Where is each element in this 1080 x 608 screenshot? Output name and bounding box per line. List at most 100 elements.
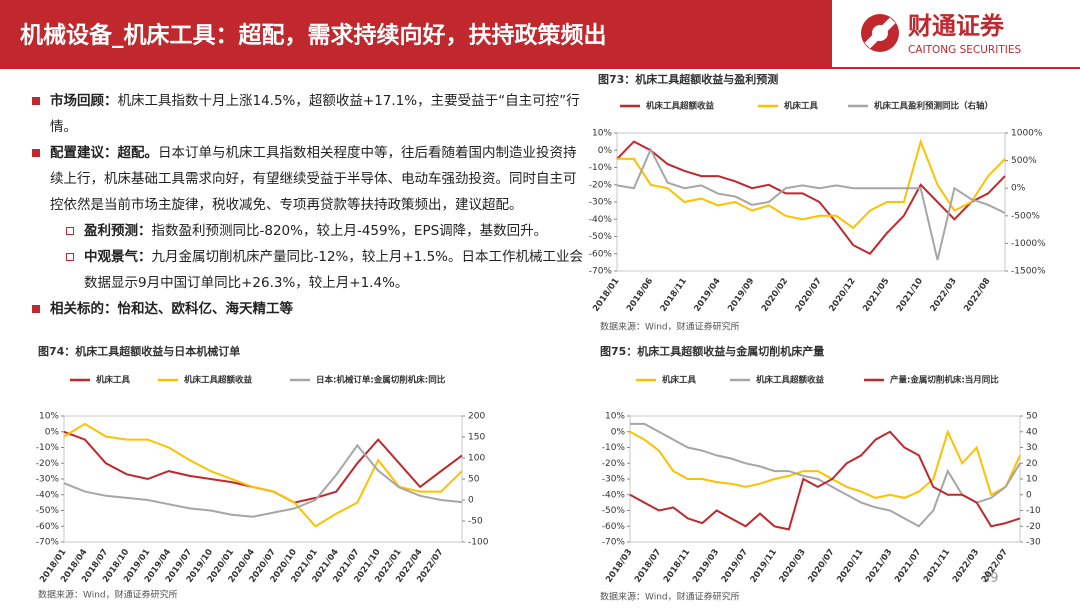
- chart-title: 图74：机床工具超额收益与日本机械订单: [38, 344, 240, 358]
- y2-tick-label: -500%: [1011, 211, 1040, 221]
- bullet: 盈利预测：指数盈利预测同比-820%，较上月-459%，EPS调降，基数回升。: [28, 218, 584, 244]
- chart-source: 数据来源：Wind，财通证券研究所: [38, 589, 178, 601]
- x-tick-label: 2021/03: [864, 547, 894, 584]
- y2-tick-label: 0%: [1011, 184, 1026, 194]
- series-line: [616, 147, 1006, 261]
- y-tick-label: -60%: [36, 522, 60, 532]
- legend-label: 机床工具超额收益: [756, 375, 825, 386]
- y-tick-label: -40%: [602, 490, 626, 500]
- y2-tick-label: 50: [468, 475, 480, 485]
- chart-title: 图75：机床工具超额收益与金属切削机床产量: [600, 344, 824, 358]
- x-tick-label: 2018/03: [604, 547, 634, 584]
- y-tick-label: 10%: [605, 412, 625, 422]
- header-rule: [0, 67, 1080, 69]
- header-title: 机械设备_机床工具：超配，需求持续向好，扶持政策频出: [20, 22, 607, 49]
- y-tick-label: -10%: [589, 163, 613, 173]
- y2-tick-label: 20: [1026, 459, 1038, 469]
- x-tick-label: 2019/11: [749, 547, 779, 584]
- y2-tick-label: 100: [468, 454, 485, 464]
- y-tick-label: 0%: [45, 427, 60, 437]
- y-tick-label: -30%: [602, 475, 626, 485]
- series-line: [63, 443, 463, 518]
- y-tick-label: -40%: [36, 490, 60, 500]
- y2-tick-label: 10: [1026, 475, 1038, 485]
- x-tick-label: 2020/12: [827, 276, 857, 313]
- legend-label: 机床工具: [784, 101, 819, 112]
- y-tick-label: -70%: [589, 267, 613, 277]
- legend-label: 产量:金属切削机床:当月同比: [890, 375, 999, 386]
- y2-tick-label: -10: [1026, 506, 1041, 516]
- x-tick-label: 2018/07: [633, 547, 663, 584]
- y-tick-label: -30%: [589, 198, 613, 208]
- y2-tick-label: 200: [468, 412, 485, 422]
- bullet-text: 九月金属切削机床产量同比-12%，较上月+1.5%。日本工作机械工业会数据显示9…: [84, 249, 583, 291]
- chart-source: 数据来源：Wind，财通证券研究所: [600, 591, 740, 603]
- legend-label: 机床工具: [96, 375, 131, 386]
- series-line: [629, 430, 1021, 531]
- y-tick-label: -60%: [602, 522, 626, 532]
- series-line: [63, 430, 463, 504]
- x-tick-label: 2022/03: [929, 276, 959, 313]
- x-tick-label: 2018/06: [625, 276, 655, 313]
- x-tick-label: 2018/01: [591, 276, 621, 313]
- y2-tick-label: -20: [1026, 522, 1041, 532]
- y2-tick-label: 500%: [1011, 156, 1037, 166]
- bullet-label: 配置建议：超配。: [50, 145, 158, 161]
- y-tick-label: 0%: [598, 146, 613, 156]
- x-tick-label: 2022/08: [962, 276, 992, 313]
- legend-label: 机床工具盈利预测同比（右轴）: [874, 101, 993, 112]
- y2-tick-label: -30: [1026, 538, 1041, 548]
- bullet: 中观景气：九月金属切削机床产量同比-12%，较上月+1.5%。日本工作机械工业会…: [28, 244, 584, 296]
- y2-tick-label: 40: [1026, 427, 1038, 437]
- bullet-label: 盈利预测：: [84, 223, 152, 239]
- series-line: [616, 140, 1006, 256]
- chart-title: 图73：机床工具超额收益与盈利预测: [598, 72, 778, 86]
- y-tick-label: -20%: [589, 180, 613, 190]
- x-tick-label: 2019/04: [692, 276, 722, 313]
- y-tick-label: -50%: [36, 506, 60, 516]
- x-tick-label: 2020/03: [778, 547, 808, 584]
- y2-tick-label: 1000%: [1011, 129, 1043, 139]
- bullet: 配置建议：超配。日本订单与机床工具指数相关程度中等，往后看随着国内制造业投资持续…: [28, 140, 584, 218]
- x-tick-label: 2021/07: [893, 547, 923, 584]
- x-tick-label: 2018/11: [659, 276, 689, 313]
- page-number: 39: [982, 571, 999, 586]
- bullet-text: 日本订单与机床工具指数相关程度中等，往后看随着国内制造业投资持续上行，机床基础工…: [50, 145, 577, 213]
- y-tick-label: -50%: [602, 506, 626, 516]
- x-tick-label: 2020/02: [760, 276, 790, 313]
- logo-english: CAITONG SECURITIES: [908, 44, 1021, 56]
- bullet-list: 市场回顾：机床工具指数十月上涨14.5%，超额收益+17.1%，主要受益于“自主…: [28, 88, 584, 322]
- x-tick-label: 2018/11: [662, 547, 692, 584]
- y2-tick-label: 50: [1026, 412, 1038, 422]
- x-tick-label: 2021/10: [895, 276, 925, 313]
- y2-tick-label: 0: [1026, 490, 1032, 500]
- y-tick-label: -10%: [602, 443, 626, 453]
- series-line: [617, 138, 1006, 230]
- series-line: [63, 422, 463, 528]
- y2-tick-label: -100: [468, 538, 489, 548]
- y2-tick-label: -50: [468, 517, 483, 527]
- x-tick-label: 2021/11: [922, 547, 952, 584]
- bullet-label: 中观景气：: [84, 249, 152, 265]
- bullet-text: 指数盈利预测同比-820%，较上月-459%，EPS调降，基数回升。: [151, 223, 548, 239]
- bullet-label: 相关标的：怡和达、欧科亿、海天精工等: [50, 301, 293, 317]
- y-tick-label: -10%: [36, 443, 60, 453]
- y-tick-label: 10%: [39, 412, 59, 422]
- x-tick-label: 2019/03: [691, 547, 721, 584]
- y-tick-label: -40%: [589, 215, 613, 225]
- y-tick-label: -50%: [589, 232, 613, 242]
- y-tick-label: 0%: [611, 427, 626, 437]
- plot-frame: [616, 132, 1006, 272]
- legend-label: 日本:机械订单:金属切削机床:同比: [316, 375, 446, 386]
- x-tick-label: 2020/07: [794, 276, 824, 313]
- y-tick-label: -20%: [36, 459, 60, 469]
- bullet: 市场回顾：机床工具指数十月上涨14.5%，超额收益+17.1%，主要受益于“自主…: [28, 88, 584, 140]
- bullet: 相关标的：怡和达、欧科亿、海天精工等: [28, 296, 584, 322]
- y-tick-label: 10%: [592, 129, 612, 139]
- x-tick-label: 2022/03: [951, 547, 981, 584]
- y2-tick-label: 150: [468, 433, 485, 443]
- x-tick-label: 2020/11: [835, 547, 865, 584]
- y-tick-label: -70%: [36, 538, 60, 548]
- y-tick-label: -30%: [36, 475, 60, 485]
- bullet-label: 市场回顾：: [50, 93, 118, 109]
